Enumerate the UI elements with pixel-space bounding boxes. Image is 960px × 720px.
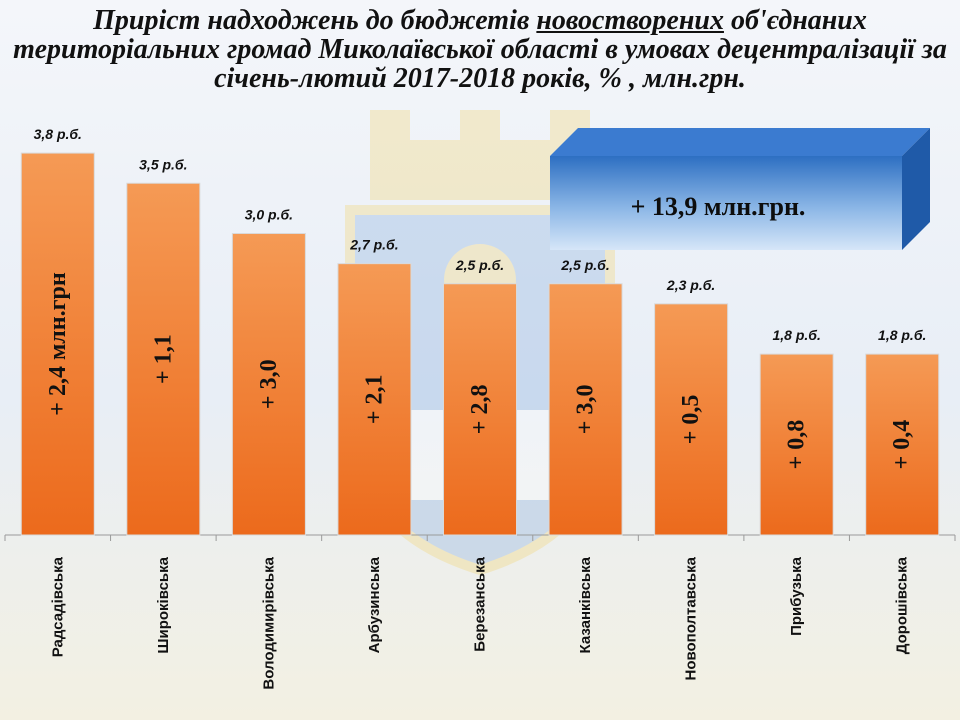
callout-text: + 13,9 млн.грн. xyxy=(630,192,806,221)
category-label: Казанківська xyxy=(577,556,594,653)
category-label: Новополтавська xyxy=(683,556,700,680)
category-label: Прибузька xyxy=(788,556,805,636)
title-underlined: новостворених xyxy=(536,5,724,36)
bar-6 xyxy=(548,283,623,536)
bar-5 xyxy=(443,283,517,536)
title-part-2: об'єднаних територіальних громад Миколаї… xyxy=(13,5,947,94)
bar-value-label: + 0,4 xyxy=(889,420,915,470)
bar-1 xyxy=(20,152,95,536)
category-label: Арбузинська xyxy=(366,556,383,653)
bar-value-label: + 0,5 xyxy=(678,395,704,445)
bar-7 xyxy=(654,303,729,536)
total-increase-callout xyxy=(550,128,930,250)
bar-2 xyxy=(126,182,201,536)
bar-top-label: 1,8 р.б. xyxy=(878,327,926,343)
category-label: Володимирівська xyxy=(260,556,277,689)
bar-value-label: + 0,8 xyxy=(784,420,810,470)
bar-value-label: + 1,1 xyxy=(150,334,176,384)
bar-top-label: 3,5 р.б. xyxy=(139,156,187,172)
bar-top-label: 3,0 р.б. xyxy=(245,207,293,223)
bar-value-label: + 2,1 xyxy=(361,374,387,424)
bar-9 xyxy=(865,353,940,536)
category-label: Березанська xyxy=(472,556,489,651)
bar-value-label: + 3,0 xyxy=(573,385,599,435)
bar-top-label: 2,5 р.б. xyxy=(455,257,504,273)
category-label: Радсадівська xyxy=(49,556,66,657)
bar-value-label: + 2,4 млн.грн xyxy=(45,272,71,416)
category-label: Дорошівська xyxy=(894,556,911,654)
bar-value-label: + 3,0 xyxy=(256,359,282,409)
bar-top-label: 2,7 р.б. xyxy=(349,237,398,253)
bar-8 xyxy=(759,353,834,536)
bar-3 xyxy=(231,233,306,536)
bar-4 xyxy=(337,263,412,536)
bar-top-label: 3,8 р.б. xyxy=(34,126,82,142)
bar-value-label: + 2,8 xyxy=(467,385,493,435)
page-title: Приріст надходжень до бюджетів новоствор… xyxy=(10,6,950,93)
bar-top-label: 2,5 р.б. xyxy=(560,257,609,273)
category-label: Широківська xyxy=(155,556,172,653)
bar-top-label: 2,3 р.б. xyxy=(666,277,715,293)
title-part-1: Приріст надходжень до бюджетів xyxy=(93,5,537,36)
bar-top-label: 1,8 р.б. xyxy=(772,327,820,343)
